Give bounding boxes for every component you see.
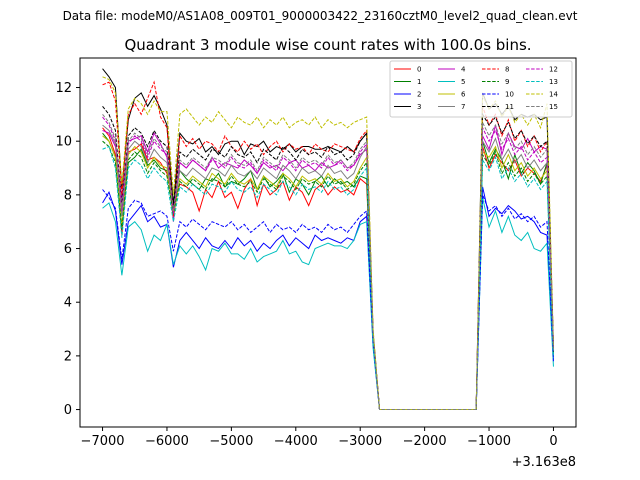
chart-title: Quadrant 3 module wise count rates with …: [124, 36, 531, 54]
legend-label-7: 7: [461, 103, 465, 111]
series-layer: [102, 68, 554, 411]
legend-label-4: 4: [461, 66, 466, 74]
y-tick-label: 4: [64, 296, 72, 311]
y-tick-label: 10: [55, 135, 72, 150]
x-tick-label: −1000: [467, 434, 511, 449]
legend-label-1: 1: [417, 78, 421, 86]
y-tick-label: 12: [55, 81, 72, 96]
legend-label-0: 0: [417, 66, 421, 74]
x-offset-label: +3.163e8: [512, 455, 576, 470]
series-line-10: [102, 189, 554, 411]
x-tick-label: −5000: [209, 434, 253, 449]
y-tick-label: 2: [64, 349, 72, 364]
y-tick-label: 0: [64, 403, 72, 418]
axis-layer: −7000 −6000 −5000 −4000 −3000 −2000 −1000 0 0 2 4 6…: [55, 81, 557, 449]
legend-label-15: 15: [549, 103, 558, 111]
x-tick-label: −2000: [403, 434, 447, 449]
series-line-15: [102, 114, 554, 411]
legend-label-12: 12: [549, 66, 558, 74]
legend-label-11: 11: [505, 103, 514, 111]
y-tick-label: 6: [64, 242, 72, 257]
x-tick-label: −3000: [338, 434, 382, 449]
x-tick-label: −7000: [81, 434, 125, 449]
x-tick-label: 0: [549, 434, 557, 449]
legend-label-3: 3: [417, 103, 421, 111]
y-tick-label: 8: [64, 188, 72, 203]
plot-frame: [79, 57, 577, 428]
legend-label-6: 6: [461, 91, 466, 99]
x-tick-label: −6000: [145, 434, 189, 449]
legend-label-9: 9: [505, 78, 509, 86]
x-tick-label: −4000: [274, 434, 318, 449]
legend-label-10: 10: [505, 91, 514, 99]
legend-label-5: 5: [461, 78, 465, 86]
suptitle: Data file: modeM0/AS1A08_009T01_90000034…: [63, 9, 578, 23]
legend-label-2: 2: [417, 91, 421, 99]
legend-label-13: 13: [549, 78, 558, 86]
legend-label-14: 14: [549, 91, 558, 99]
legend-frame: [389, 60, 573, 118]
legend-label-8: 8: [505, 66, 509, 74]
